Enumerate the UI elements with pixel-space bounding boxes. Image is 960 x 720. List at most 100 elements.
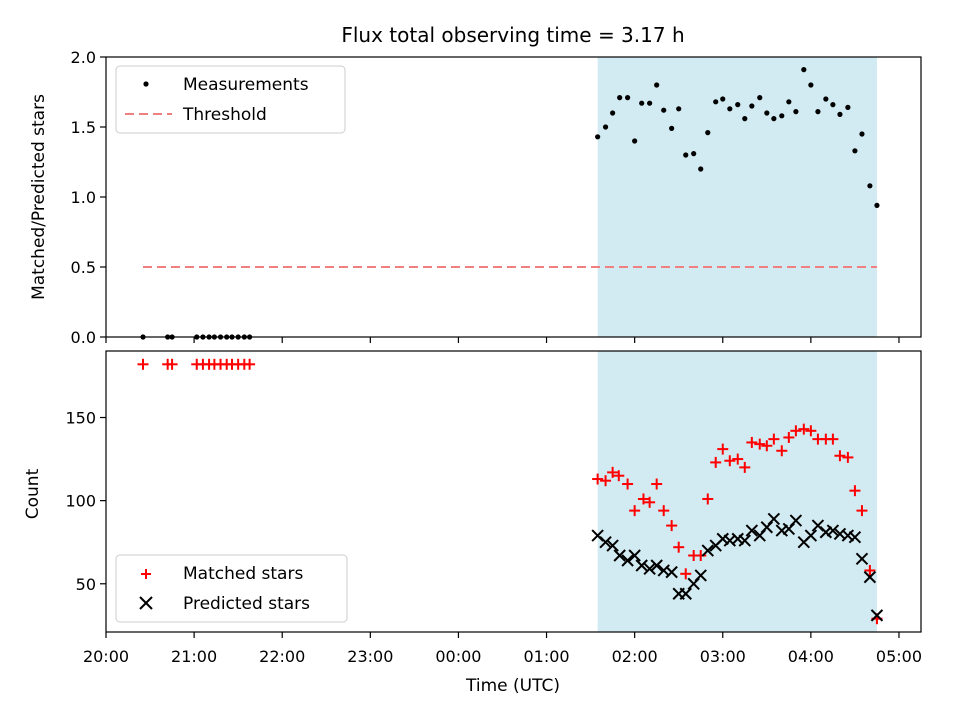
- matched-star-point: [613, 470, 625, 482]
- measurement-point: [742, 116, 748, 122]
- matched-star-point: [244, 358, 256, 370]
- matched-star-point: [732, 453, 744, 465]
- measurement-point: [852, 148, 858, 154]
- matched-star-point: [658, 505, 670, 517]
- measurement-point: [639, 100, 645, 106]
- top-y-tick-label: 1.0: [71, 188, 96, 207]
- measurement-point: [815, 109, 821, 115]
- x-tick-label: 01:00: [523, 647, 569, 666]
- x-tick-label: 23:00: [347, 647, 393, 666]
- matched-star-point: [600, 475, 612, 487]
- bottom-panel: 50 100 150 20:00 21:00 22:00 23:00 00:00 01:00 0…: [23, 350, 922, 696]
- matched-star-point: [827, 433, 839, 445]
- predicted-star-point: [635, 559, 648, 572]
- matched-stars-points: [137, 358, 883, 625]
- predicted-star-point: [643, 562, 656, 576]
- predicted-star-point: [745, 524, 759, 537]
- bottom-y-tick-label: 150: [65, 409, 96, 428]
- matched-star-point: [761, 440, 773, 452]
- predicted-star-point: [606, 539, 619, 552]
- top-y-tick-label: 0.5: [71, 258, 96, 277]
- measurement-point: [705, 130, 711, 136]
- top-panel-shaded-region: [597, 57, 877, 337]
- measurement-point: [757, 95, 763, 101]
- matched-star-point: [710, 456, 722, 468]
- x-tick-label: 20:00: [83, 647, 129, 666]
- predicted-stars-legend-label: Predicted stars: [183, 594, 310, 614]
- top-legend-box: [115, 65, 346, 134]
- predicted-star-point: [621, 554, 634, 567]
- measurement-point: [764, 110, 770, 116]
- threshold-legend-label: Threshold: [182, 105, 267, 125]
- matched-star-point: [607, 466, 619, 478]
- matched-star-point: [805, 425, 817, 437]
- predicted-star-point: [804, 529, 818, 542]
- matched-star-point: [680, 568, 692, 580]
- matched-star-point: [717, 443, 729, 455]
- predicted-star-point: [789, 514, 803, 527]
- top-y-tick-label: 2.0: [71, 48, 96, 67]
- bottom-y-ticks: 50 100 150: [65, 409, 106, 594]
- bottom-legend-box: [115, 554, 348, 623]
- predicted-star-point: [599, 536, 612, 549]
- measurements-legend-label: Measurements: [183, 75, 309, 95]
- measurement-point: [830, 102, 836, 108]
- measurement-point: [793, 109, 799, 115]
- predicted-star-point: [870, 609, 884, 622]
- x-tick-label: 02:00: [612, 647, 658, 666]
- predicted-star-point: [701, 544, 714, 557]
- matched-star-point: [864, 564, 876, 576]
- bottom-legend: Matched stars Predicted stars: [115, 554, 348, 623]
- top-y-axis-label: Matched/Predicted stars: [29, 94, 49, 300]
- measurement-point: [727, 106, 733, 112]
- top-x-ticks: [105, 337, 900, 343]
- matched-star-point: [768, 433, 780, 445]
- predicted-star-point: [848, 531, 862, 544]
- predicted-star-point: [679, 587, 692, 600]
- chart-title: Flux total observing time = 3.17 h: [341, 23, 684, 47]
- matched-star-point: [592, 473, 604, 485]
- predicted-star-point: [826, 524, 840, 537]
- matched-star-point: [651, 478, 663, 490]
- matched-star-point: [702, 493, 714, 505]
- predicted-star-point: [628, 549, 641, 562]
- measurement-point: [771, 116, 777, 122]
- matched-star-point: [166, 358, 178, 370]
- measurement-point: [801, 67, 807, 73]
- matched-star-point: [644, 496, 656, 508]
- measurement-point: [837, 111, 843, 117]
- top-y-ticks: 0.0 0.5 1.0 1.5 2.0: [71, 48, 106, 347]
- measurement-point: [749, 103, 755, 109]
- measurement-point: [632, 138, 638, 144]
- top-y-tick-label: 0.0: [71, 328, 96, 347]
- measurement-point: [683, 152, 689, 158]
- x-tick-label: 05:00: [876, 647, 922, 666]
- matched-star-point: [695, 550, 707, 562]
- matched-star-point: [849, 485, 861, 497]
- matched-star-point: [790, 425, 802, 437]
- matched-star-point: [783, 431, 795, 443]
- measurement-point: [654, 82, 660, 88]
- measurement-point: [661, 107, 667, 113]
- x-tick-label: 00:00: [435, 647, 481, 666]
- predicted-star-point: [767, 512, 781, 526]
- matched-star-point: [629, 505, 641, 517]
- matched-star-point: [746, 436, 758, 448]
- measurements-legend-marker: [143, 81, 149, 87]
- predicted-star-point: [665, 565, 678, 579]
- predicted-star-point: [694, 569, 707, 582]
- measurement-point: [786, 99, 792, 105]
- measurement-point: [735, 102, 741, 108]
- bottom-panel-frame: [105, 350, 922, 633]
- predicted-star-point: [738, 534, 751, 547]
- predicted-stars-points: [591, 512, 884, 622]
- x-tick-label: 21:00: [171, 647, 217, 666]
- measurement-point: [720, 96, 726, 102]
- matched-star-point: [754, 438, 766, 450]
- measurement-point: [808, 82, 814, 88]
- measurement-point: [698, 166, 704, 172]
- measurements-points: [140, 67, 880, 340]
- top-legend: Measurements Threshold: [115, 65, 346, 134]
- bottom-panel-shaded-region: [597, 351, 877, 632]
- bottom-y-axis-label: Count: [23, 468, 43, 519]
